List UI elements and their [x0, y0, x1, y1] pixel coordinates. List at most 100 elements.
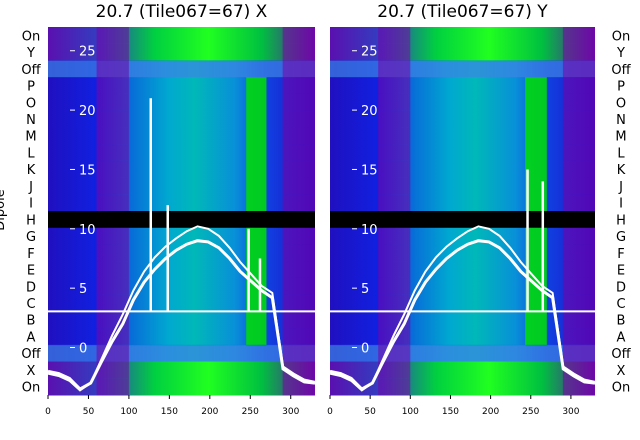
- heatmap-edge-band: [562, 311, 595, 329]
- x-tick-label: 150: [442, 407, 459, 417]
- heatmap-row: [48, 328, 315, 346]
- row-label: A: [617, 330, 626, 345]
- heatmap-edge-band: [378, 177, 411, 195]
- heatmap-row: [330, 261, 595, 279]
- heatmap-row: [48, 378, 315, 396]
- heatmap-edge-band: [96, 328, 129, 346]
- heatmap-edge-band: [96, 261, 129, 279]
- heatmap-row: [330, 77, 595, 95]
- heatmap-edge-band: [96, 378, 129, 396]
- heatmap-off-row: [48, 344, 315, 363]
- heatmap-edge-band: [96, 43, 129, 61]
- row-label: D: [26, 280, 36, 295]
- heatmap-edge-band: [562, 127, 595, 145]
- heatmap-edge-band: [96, 227, 129, 245]
- heatmap-row: [330, 277, 595, 296]
- row-label: X: [27, 364, 36, 379]
- heatmap-row: [48, 177, 315, 195]
- row-label: B: [27, 314, 36, 329]
- heatmap-edge-band: [378, 60, 411, 78]
- row-label: F: [27, 247, 34, 262]
- heatmap-edge-band: [96, 361, 129, 379]
- heatmap-row: [330, 177, 595, 195]
- heatmap-edge-band: [282, 177, 315, 195]
- x-tick-label: 300: [562, 407, 579, 417]
- heatmap-edge-band: [378, 27, 411, 45]
- heatmap-row: [48, 361, 315, 379]
- heatmap-edge-band: [96, 244, 129, 262]
- heatmap-edge-band: [378, 361, 411, 379]
- row-label: G: [616, 230, 626, 245]
- row-label: D: [616, 280, 626, 295]
- overlay-y-tick-label: 0: [79, 342, 87, 357]
- heatmap-edge-band: [96, 194, 129, 212]
- row-label: N: [26, 113, 36, 128]
- row-label: M: [25, 130, 36, 145]
- row-label: A: [27, 330, 36, 345]
- heatmap-edge-band: [96, 144, 129, 162]
- heatmap-edge-band: [282, 43, 315, 61]
- heatmap-edge-band: [562, 27, 595, 45]
- heatmap-edge-band: [282, 144, 315, 162]
- heatmap-row: [48, 77, 315, 95]
- panel-title: 20.7 (Tile067=67) X: [96, 2, 268, 22]
- heatmap-edge-band: [562, 344, 595, 363]
- heatmap-row: [330, 361, 595, 379]
- heatmap-edge-band: [96, 93, 129, 112]
- heatmap-row: [48, 194, 315, 212]
- heatmap-row: [48, 127, 315, 145]
- row-label: G: [26, 230, 36, 245]
- heatmap-edge-band: [282, 110, 315, 128]
- heatmap-edge-band: [282, 60, 315, 78]
- heatmap-row: [330, 127, 595, 145]
- heatmap-edge-band: [378, 77, 411, 95]
- heatmap-edge-band: [282, 160, 315, 179]
- heatmap-edge-band: [378, 194, 411, 212]
- row-label: X: [617, 364, 626, 379]
- row-label: E: [27, 264, 35, 279]
- y-axis-label: Dipole: [0, 189, 8, 230]
- heatmap-edge-band: [96, 177, 129, 195]
- heatmap-off-row: [330, 344, 595, 363]
- row-label: I: [619, 197, 623, 212]
- row-label: On: [22, 29, 40, 44]
- overlay-y-tick-label: 20: [79, 104, 96, 119]
- row-label: P: [27, 80, 35, 95]
- heatmap-edge-band: [378, 227, 411, 245]
- heatmap-edge-band: [378, 244, 411, 262]
- x-tick-label: 0: [45, 407, 51, 417]
- x-tick-label: 0: [327, 407, 333, 417]
- heatmap-edge-band: [282, 294, 315, 312]
- heatmap-edge-band: [562, 227, 595, 245]
- heatmap-edge-band: [378, 127, 411, 145]
- heatmap-edge-band: [282, 194, 315, 212]
- row-label: P: [617, 80, 625, 95]
- row-label: Off: [21, 347, 41, 362]
- heatmap-edge-band: [282, 127, 315, 145]
- heatmap-edge-band: [282, 227, 315, 245]
- overlay-y-tick-label: 0: [361, 342, 369, 357]
- heatmap-edge-band: [96, 77, 129, 95]
- row-label: I: [29, 197, 33, 212]
- x-tick-label: 200: [482, 407, 499, 417]
- row-label: N: [616, 113, 626, 128]
- heatmap-edge-band: [96, 294, 129, 312]
- overlay-y-tick-label: 15: [361, 163, 378, 178]
- heatmap-edge-band: [378, 110, 411, 128]
- row-label: On: [612, 29, 630, 44]
- overlay-y-tick-label: 10: [79, 223, 96, 238]
- row-label: C: [616, 297, 625, 312]
- row-label: J: [618, 180, 623, 195]
- heatmap-row: [48, 144, 315, 162]
- panel-x: 20.7 (Tile067=67) X On Y Off PONMLKJIHGFEDCB…: [21, 2, 316, 417]
- heatmap-row: [48, 277, 315, 296]
- heatmap-edge-band: [562, 328, 595, 346]
- heatmap-off-row: [330, 60, 595, 78]
- overlay-y-tick-label: 25: [361, 45, 378, 60]
- overlay-line: [329, 225, 596, 392]
- overlay-y-tick-label: 25: [79, 45, 96, 60]
- row-label: On: [22, 381, 40, 396]
- heatmap-edge-band: [378, 328, 411, 346]
- heatmap-edge-band: [96, 277, 129, 296]
